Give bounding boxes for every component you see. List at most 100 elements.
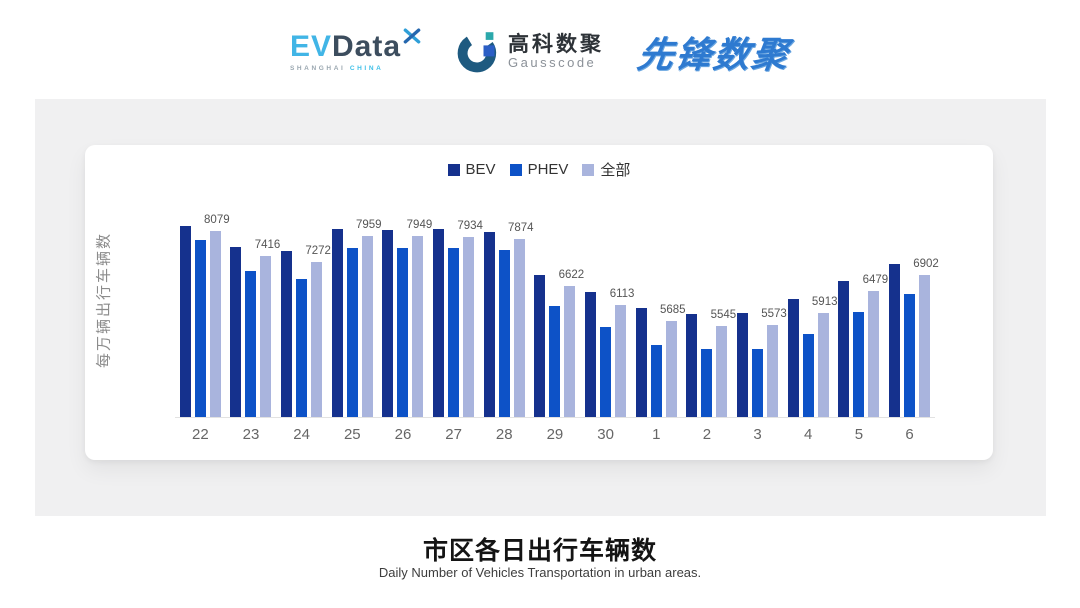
- bar-phev-2: [701, 349, 713, 418]
- x-tick-6: 6: [905, 426, 914, 443]
- legend-label-all: 全部: [600, 162, 631, 179]
- legend-swatch-phev: [509, 163, 522, 176]
- bar-all-6: [919, 275, 931, 418]
- bar-value-label-2: 5545: [710, 309, 737, 321]
- bar-all-1: [665, 321, 677, 418]
- bar-phev-3: [752, 349, 764, 418]
- bar-all-24: [311, 262, 323, 418]
- bar-phev-1: [650, 345, 662, 418]
- bar-phev-27: [448, 248, 460, 418]
- bar-bev-2: [686, 314, 698, 418]
- x-tick-22: 22: [191, 426, 209, 443]
- x-tick-4: 4: [804, 426, 813, 443]
- x-tick-27: 27: [445, 426, 462, 443]
- x-axis-line: [175, 417, 935, 418]
- chart-card: BEV PHEV 全部 每万辆出行车辆数 8079 7416 7272 7959 7949 7…: [85, 145, 993, 460]
- bar-bev-26: [382, 230, 394, 418]
- bar-phev-30: [600, 327, 612, 418]
- bar-bev-22: [179, 226, 191, 418]
- x-tick-23: 23: [242, 426, 260, 443]
- xianfeng-shuju-logo: 先锋数聚: [634, 34, 793, 75]
- bar-value-label-29: 6622: [558, 269, 585, 281]
- y-axis-title: 每万辆出行车辆数: [95, 232, 113, 369]
- gausscode-g-icon: [457, 32, 497, 73]
- x-tick-1: 1: [652, 426, 661, 443]
- bar-value-label-1: 5685: [659, 304, 686, 316]
- bar-phev-4: [802, 334, 814, 418]
- legend-item-bev[interactable]: BEV: [447, 161, 496, 178]
- bar-group-22: 8079: [179, 193, 230, 418]
- bar-group-28: 7874: [483, 193, 534, 418]
- bar-bev-29: [534, 275, 546, 418]
- bar-value-label-5: 6479: [862, 274, 889, 286]
- bar-value-label-3: 5573: [761, 308, 787, 320]
- bar-bev-5: [838, 281, 850, 418]
- bar-all-25: [361, 236, 373, 418]
- bar-group-2: 5545: [686, 193, 736, 418]
- bar-group-1: 5685: [635, 193, 686, 418]
- bar-group-27: 7934: [433, 193, 483, 418]
- bar-group-26: 7949: [382, 193, 432, 418]
- bar-value-label-24: 7272: [305, 245, 331, 257]
- bar-group-29: 6622: [534, 193, 584, 418]
- bar-bev-28: [483, 232, 495, 418]
- x-tick-24: 24: [293, 426, 310, 443]
- bar-value-label-30: 6113: [609, 288, 635, 300]
- bar-all-26: [412, 236, 424, 418]
- chart-legend: BEV PHEV 全部: [85, 159, 993, 180]
- evdata-logo: EV Data SHANGHAI CHINA: [289, 28, 422, 73]
- bar-group-6: 6902: [889, 193, 939, 418]
- chart-subtitle: Daily Number of Vehicles Transportation …: [378, 565, 702, 580]
- bar-group-3: 5573: [737, 193, 787, 418]
- bar-all-3: [767, 325, 779, 418]
- evdata-logo-ev: EV: [289, 29, 332, 63]
- bar-phev-28: [498, 250, 510, 418]
- bar-value-label-28: 7874: [507, 222, 534, 234]
- legend-label-bev: BEV: [465, 161, 496, 178]
- bar-phev-5: [853, 312, 865, 418]
- evdata-logo-data: Data: [331, 29, 402, 63]
- bar-bev-27: [433, 229, 445, 418]
- bar-bev-4: [787, 299, 799, 418]
- x-tick-25: 25: [343, 426, 361, 443]
- legend-item-all[interactable]: 全部: [582, 159, 630, 180]
- bar-phev-26: [397, 248, 409, 418]
- bar-phev-23: [245, 271, 257, 418]
- legend-item-phev[interactable]: PHEV: [509, 161, 568, 178]
- gausscode-logo: 高科数聚 Gausscode: [456, 30, 604, 74]
- bar-value-label-26: 7949: [406, 219, 433, 231]
- bar-value-label-22: 8079: [204, 214, 230, 226]
- bar-all-23: [260, 256, 272, 418]
- gausscode-logo-en: Gausscode: [508, 55, 597, 71]
- bar-bev-24: [281, 251, 293, 418]
- bar-phev-6: [904, 294, 916, 418]
- x-tick-3: 3: [753, 426, 762, 443]
- bar-group-5: 6479: [838, 193, 888, 418]
- x-tick-29: 29: [546, 426, 564, 443]
- bar-all-2: [716, 326, 728, 418]
- x-tick-2: 2: [702, 426, 712, 443]
- evdata-logo-subtext: SHANGHAI CHINA: [290, 64, 384, 73]
- bar-value-label-23: 7416: [254, 239, 281, 251]
- x-tick-5: 5: [854, 426, 864, 443]
- bar-value-label-25: 7959: [356, 219, 382, 231]
- legend-swatch-bev: [447, 163, 460, 176]
- bar-bev-25: [331, 229, 343, 418]
- bar-all-30: [615, 305, 627, 418]
- chart-title: 市区各日出行车辆数: [422, 537, 657, 565]
- plot-area: 8079 7416 7272 7959 7949 7934 7874 6622 6113 5685…: [175, 193, 939, 418]
- header-logos: EV Data SHANGHAI CHINA 高科数聚 Gausscode 先锋…: [0, 16, 1080, 88]
- bar-all-27: [463, 237, 475, 418]
- bar-all-4: [817, 313, 829, 418]
- evdata-sub-china: CHINA: [349, 64, 384, 72]
- bar-group-4: 5913: [787, 193, 838, 418]
- bar-all-28: [513, 239, 525, 418]
- bar-all-5: [868, 291, 880, 418]
- bar-group-25: 7959: [331, 193, 382, 418]
- bar-group-24: 7272: [281, 193, 331, 418]
- bar-value-label-4: 5913: [811, 296, 838, 308]
- bar-phev-29: [549, 306, 561, 418]
- bar-bev-1: [635, 308, 647, 418]
- bar-group-30: 6113: [585, 193, 634, 418]
- bar-value-label-27: 7934: [457, 220, 483, 232]
